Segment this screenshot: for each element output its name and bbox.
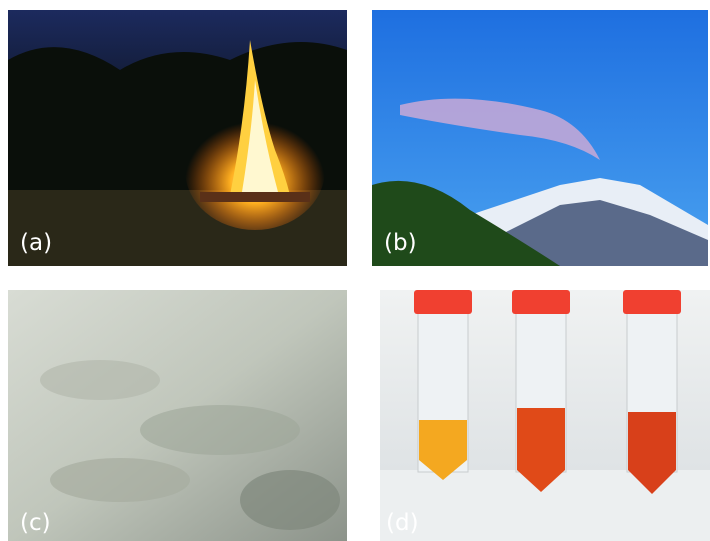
page: (a) (b) (c) (d (0, 0, 710, 541)
tube (414, 290, 472, 480)
tube (512, 290, 570, 492)
panel-c: (c) (8, 290, 347, 541)
panel-a: (a) (8, 10, 347, 266)
panel-label: (a) (20, 230, 52, 256)
panel-d: (d) (380, 290, 710, 541)
panel-b: (b) (372, 10, 708, 266)
panel-label: (d) (386, 510, 419, 536)
figure: (a) (b) (c) (d (0, 0, 710, 541)
panel-label: (b) (384, 230, 417, 256)
panel-label: (c) (20, 510, 51, 536)
tube (623, 290, 681, 494)
